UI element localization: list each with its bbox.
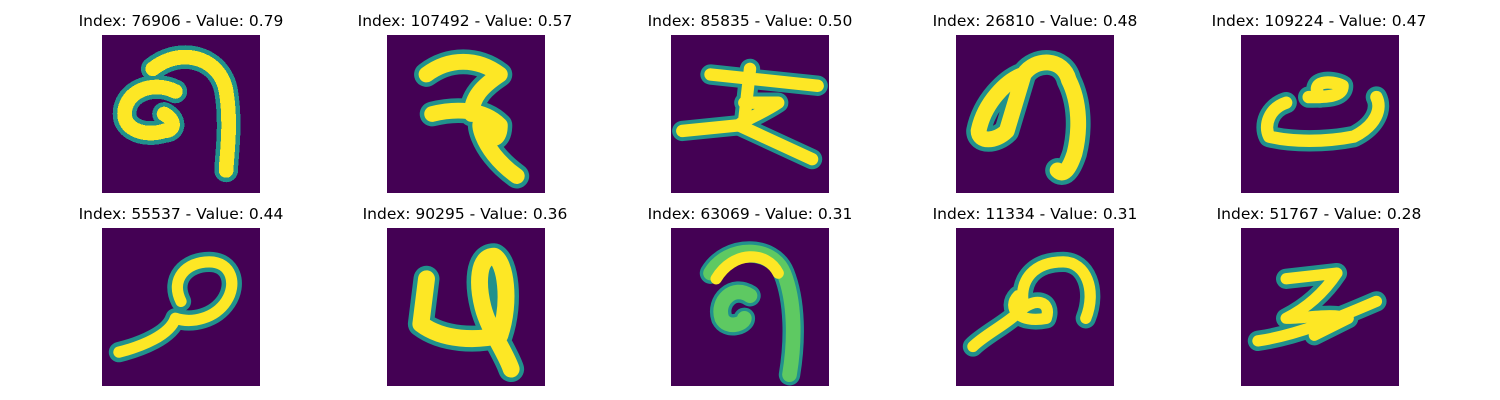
character-image (671, 35, 829, 193)
panel-title: Index: 85835 - Value: 0.50 (647, 12, 853, 30)
panel-title: Index: 51767 - Value: 0.28 (1216, 205, 1422, 223)
panel-title: Index: 55537 - Value: 0.44 (78, 205, 284, 223)
character-image (1241, 228, 1399, 386)
panel-title: Index: 11334 - Value: 0.31 (932, 205, 1138, 223)
character-image (1241, 35, 1399, 193)
character-image (956, 35, 1114, 193)
panel-title: Index: 109224 - Value: 0.47 (1211, 12, 1427, 30)
panel-title: Index: 26810 - Value: 0.48 (932, 12, 1138, 30)
panel-title: Index: 107492 - Value: 0.57 (357, 12, 573, 30)
character-image (387, 35, 545, 193)
character-image (956, 228, 1114, 386)
character-image (102, 35, 260, 193)
character-image (671, 228, 829, 386)
character-image (387, 228, 545, 386)
panel-title: Index: 63069 - Value: 0.31 (647, 205, 853, 223)
panel-title: Index: 76906 - Value: 0.79 (78, 12, 284, 30)
panel-title: Index: 90295 - Value: 0.36 (362, 205, 568, 223)
character-image (102, 228, 260, 386)
